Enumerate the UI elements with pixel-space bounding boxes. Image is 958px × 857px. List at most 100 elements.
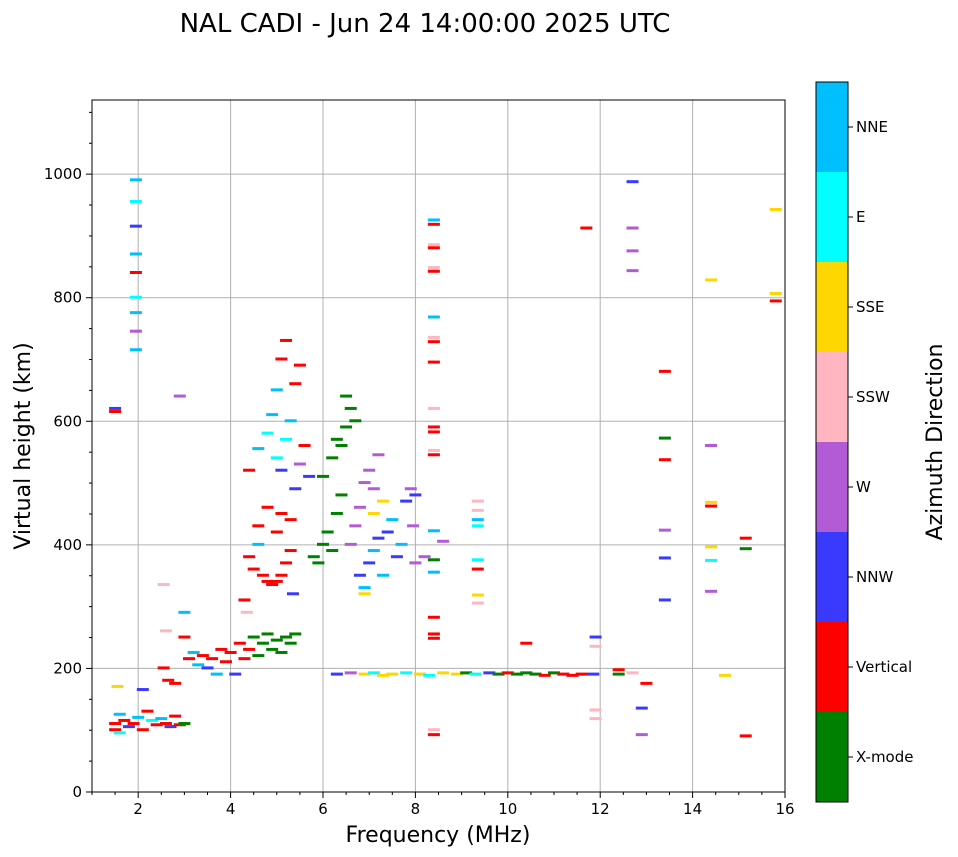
echo-point [326, 549, 339, 553]
echo-point [626, 671, 639, 675]
echo-point [280, 437, 293, 441]
echo-point [626, 226, 639, 230]
echo-point [312, 561, 325, 565]
echo-point [252, 447, 265, 451]
echo-point [192, 663, 205, 667]
echo-point [141, 709, 154, 713]
echo-point [196, 654, 209, 658]
echo-point [358, 481, 371, 485]
echo-point [335, 493, 348, 497]
echo-point [129, 295, 142, 299]
echo-point [427, 246, 440, 250]
gridlines [92, 100, 786, 793]
echo-point [658, 528, 671, 532]
colorbar-frame [815, 81, 849, 803]
echo-point [427, 733, 440, 737]
echo-point [113, 712, 126, 716]
echo-point [640, 681, 653, 685]
echo-point [210, 672, 223, 676]
echo-point [460, 671, 473, 675]
colorbar-segment [816, 82, 848, 172]
echo-point [739, 547, 752, 551]
x-tick-label: 8 [411, 800, 421, 818]
echo-point [739, 536, 752, 540]
echo-point [243, 555, 256, 559]
x-tick-label: 6 [318, 800, 328, 818]
echo-point [427, 266, 440, 270]
echo-point [367, 671, 380, 675]
echo-point [266, 583, 279, 587]
echo-point [275, 650, 288, 654]
echo-point [344, 406, 357, 410]
x-tick-label: 14 [683, 800, 702, 818]
echo-point [289, 487, 302, 491]
echo-point [317, 474, 329, 478]
echo-point [409, 561, 422, 565]
colorbar-label: E [856, 208, 865, 226]
echo-point [427, 570, 440, 574]
echo-point [340, 425, 353, 429]
echo-point [219, 660, 232, 664]
echo-point [353, 573, 366, 577]
colorbar-segment [816, 172, 848, 262]
echo-point [270, 579, 283, 583]
echo-point [367, 487, 380, 491]
echo-point [386, 518, 399, 522]
echo-point [173, 394, 186, 398]
echo-point [146, 718, 159, 722]
echo-point [427, 425, 440, 429]
echo-point [261, 505, 274, 509]
echo-point [529, 672, 542, 676]
echo-point [270, 388, 283, 392]
echo-point [377, 573, 390, 577]
echo-point [157, 583, 170, 587]
echo-point [284, 641, 297, 645]
echo-point [418, 555, 431, 559]
echo-point [150, 723, 163, 727]
echo-point [289, 632, 302, 636]
echo-point [427, 430, 440, 434]
echo-point [238, 598, 251, 602]
echo-point [769, 207, 782, 211]
echo-point [469, 672, 482, 676]
echo-point [390, 555, 403, 559]
echo-point [252, 654, 265, 658]
echo-point [159, 722, 172, 726]
colorbar-segment [816, 352, 848, 442]
echo-point [626, 249, 639, 253]
echo-point [284, 549, 297, 553]
echo-point [275, 573, 288, 577]
echo-point [261, 579, 274, 583]
echo-point [247, 567, 260, 571]
echo-point [471, 593, 484, 597]
echo-point [178, 635, 191, 639]
echo-point [427, 269, 440, 273]
echo-point [520, 641, 533, 645]
echo-point [511, 672, 524, 676]
echo-point [326, 456, 339, 460]
echo-point [275, 511, 288, 515]
echo-point [427, 340, 440, 344]
echo-point [132, 715, 145, 719]
echo-point [626, 269, 639, 273]
axis-ticks: 2 4 6 8 10 12 14 16 0 200 400 600 800 1000 [44, 111, 795, 818]
x-tick-label: 16 [775, 800, 794, 818]
echo-point [243, 647, 256, 651]
plot-frame [91, 99, 786, 793]
x-axis-label: Frequency (MHz) [346, 823, 531, 848]
echo-point [261, 632, 274, 636]
y-tick-label: 800 [53, 289, 82, 307]
echo-point [658, 598, 671, 602]
echo-point [658, 458, 671, 462]
echo-point [483, 671, 496, 675]
echo-point [275, 357, 288, 361]
echo-point [705, 558, 718, 562]
echo-point [224, 650, 237, 654]
echo-point [377, 499, 390, 503]
echo-point [658, 369, 671, 373]
echo-point [427, 558, 440, 562]
echo-point [321, 530, 334, 534]
echo-point [427, 632, 440, 636]
echo-point [303, 474, 316, 478]
echo-point [215, 647, 228, 651]
